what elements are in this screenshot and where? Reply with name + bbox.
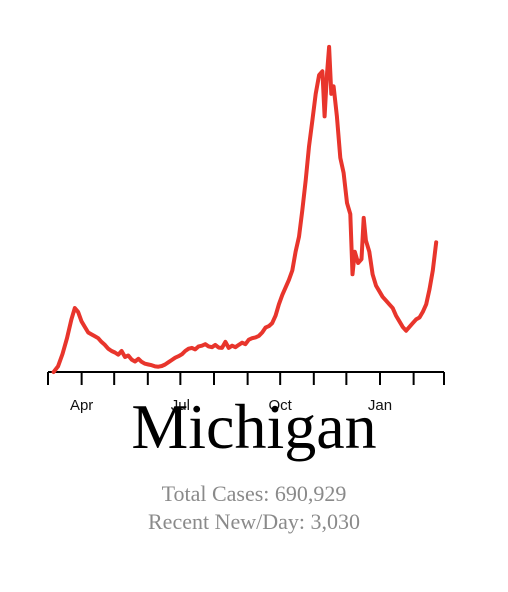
recent-new-per-day-stat: Recent New/Day: 3,030 [0,509,508,535]
total-cases-stat: Total Cases: 690,929 [0,481,508,507]
series-line-0 [54,47,437,372]
state-title: Michigan [0,388,508,466]
series-layer [54,47,437,372]
